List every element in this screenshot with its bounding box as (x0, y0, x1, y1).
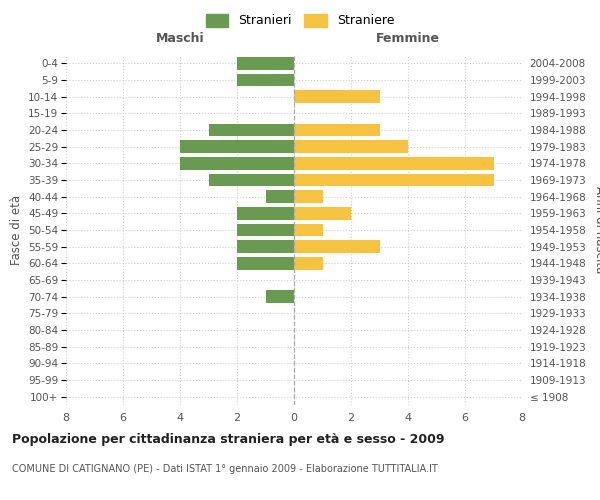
Bar (265, 190, 294, 203)
Bar (209, 124, 294, 136)
Bar (265, 290, 294, 303)
Text: Maschi: Maschi (155, 32, 205, 44)
Bar (237, 74, 294, 86)
Text: Popolazione per cittadinanza straniera per età e sesso - 2009: Popolazione per cittadinanza straniera p… (12, 432, 445, 446)
Bar (237, 257, 294, 270)
Bar (180, 157, 294, 170)
Y-axis label: Anni di nascita: Anni di nascita (593, 186, 600, 274)
Bar (294, 224, 323, 236)
Bar (237, 207, 294, 220)
Bar (294, 90, 380, 103)
Bar (237, 224, 294, 236)
Bar (209, 174, 294, 186)
Bar (237, 240, 294, 253)
Bar (294, 140, 408, 153)
Bar (294, 124, 380, 136)
Bar (294, 174, 493, 186)
Bar (294, 257, 323, 270)
Text: COMUNE DI CATIGNANO (PE) - Dati ISTAT 1° gennaio 2009 - Elaborazione TUTTITALIA.: COMUNE DI CATIGNANO (PE) - Dati ISTAT 1°… (12, 464, 438, 474)
Y-axis label: Fasce di età: Fasce di età (10, 195, 23, 265)
Bar (294, 190, 323, 203)
Bar (294, 207, 351, 220)
Bar (294, 157, 493, 170)
Text: Femmine: Femmine (376, 32, 440, 44)
Bar (237, 57, 294, 70)
Bar (180, 140, 294, 153)
Legend: Stranieri, Straniere: Stranieri, Straniere (201, 8, 399, 32)
Bar (294, 240, 380, 253)
